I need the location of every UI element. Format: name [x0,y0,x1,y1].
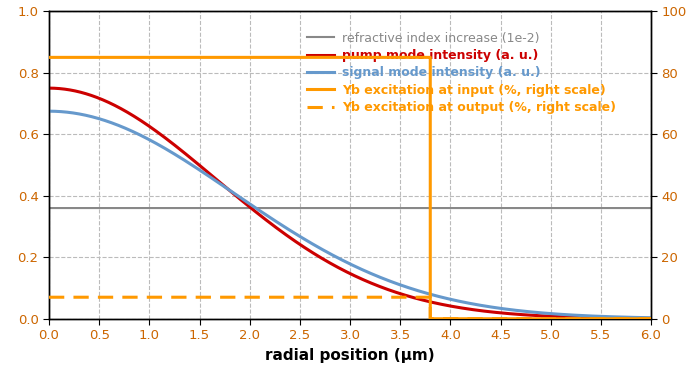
Yb excitation at output (%, right scale) [647,316,655,321]
Yb excitation at output (%, right scale) [426,295,435,300]
signal mode intensity (a. u.) [302,238,310,242]
pump mode intensity (a. u.) [635,316,643,321]
pump mode intensity (a. u.) [113,105,122,109]
signal mode intensity (a. u.) [570,313,578,317]
refractive index increase (1e-2) [45,206,53,210]
Yb excitation at output (%, right scale) [426,295,435,300]
Yb excitation at input (%, right scale) [426,316,435,321]
pump mode intensity (a. u.) [302,246,310,250]
pump mode intensity (a. u.) [149,127,158,131]
refractive index increase (1e-2) [570,206,578,210]
pump mode intensity (a. u.) [570,315,578,320]
Yb excitation at output (%, right scale) [426,316,435,321]
Yb excitation at input (%, right scale) [426,55,435,60]
Legend: refractive index increase (1e-2), pump mode intensity (a. u.), signal mode inten: refractive index increase (1e-2), pump m… [302,27,621,119]
Yb excitation at input (%, right scale) [45,55,53,60]
Line: Yb excitation at input (%, right scale): Yb excitation at input (%, right scale) [49,57,651,319]
refractive index increase (1e-2) [276,206,284,210]
pump mode intensity (a. u.) [45,86,53,90]
Yb excitation at output (%, right scale) [45,295,53,300]
signal mode intensity (a. u.) [276,222,284,226]
refractive index increase (1e-2) [635,206,643,210]
signal mode intensity (a. u.) [149,140,158,144]
Yb excitation at input (%, right scale) [647,316,655,321]
refractive index increase (1e-2) [149,206,158,210]
Yb excitation at input (%, right scale) [426,55,435,60]
refractive index increase (1e-2) [113,206,122,210]
Line: signal mode intensity (a. u.): signal mode intensity (a. u.) [49,111,651,318]
refractive index increase (1e-2) [302,206,310,210]
signal mode intensity (a. u.) [45,109,53,113]
X-axis label: radial position (μm): radial position (μm) [265,348,435,363]
Line: Yb excitation at output (%, right scale): Yb excitation at output (%, right scale) [49,297,651,319]
signal mode intensity (a. u.) [647,315,655,320]
refractive index increase (1e-2) [647,206,655,210]
pump mode intensity (a. u.) [276,228,284,232]
signal mode intensity (a. u.) [635,315,643,320]
pump mode intensity (a. u.) [647,316,655,321]
signal mode intensity (a. u.) [113,123,122,128]
Line: pump mode intensity (a. u.): pump mode intensity (a. u.) [49,88,651,318]
